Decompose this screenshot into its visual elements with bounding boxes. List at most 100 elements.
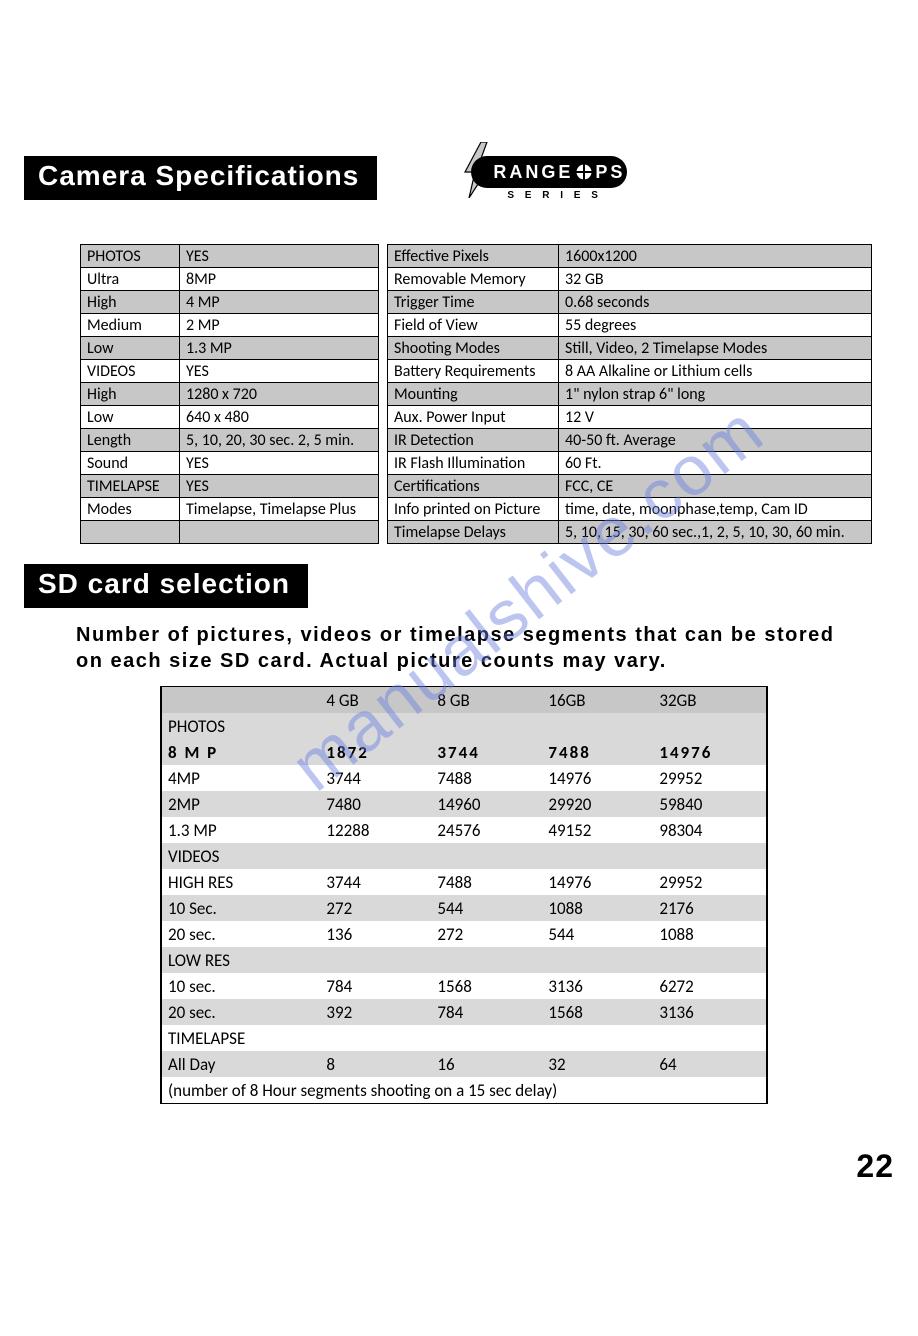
spec-value: time, date, moonphase,temp, Cam ID [559, 498, 872, 521]
table-row: CertificationsFCC, CE [388, 475, 872, 498]
cell: 2176 [653, 895, 767, 921]
cell [653, 843, 767, 869]
logo-series-text: S E R I E S [507, 190, 602, 201]
cell: 7488 [431, 765, 542, 791]
crosshair-icon [575, 163, 593, 181]
table-row: High1280 x 720 [81, 383, 379, 406]
cell: 784 [431, 999, 542, 1025]
cell [542, 947, 653, 973]
table-row: TIMELAPSEYES [81, 475, 379, 498]
table-row: 20 sec.1362725441088 [161, 921, 767, 947]
cell [431, 947, 542, 973]
cell: 14976 [653, 739, 767, 765]
spec-key: Ultra [81, 268, 180, 291]
spec-key: Info printed on Picture [388, 498, 559, 521]
spec-key: Medium [81, 314, 180, 337]
cell: 10 Sec. [161, 895, 320, 921]
cell: TIMELAPSE [161, 1025, 320, 1051]
table-row: VIDEOSYES [81, 360, 379, 383]
column-header: 4 GB [320, 687, 431, 714]
cell: 8 [320, 1051, 431, 1077]
footnote-cell: (number of 8 Hour segments shooting on a… [161, 1077, 767, 1104]
spec-key: Aux. Power Input [388, 406, 559, 429]
table-row: 1.3 MP12288245764915298304 [161, 817, 767, 843]
cell: 2MP [161, 791, 320, 817]
spec-key: Certifications [388, 475, 559, 498]
spec-value: 32 GB [559, 268, 872, 291]
table-row: Mounting1" nylon strap 6" long [388, 383, 872, 406]
cell: 3136 [653, 999, 767, 1025]
table-row: 2MP7480149602992059840 [161, 791, 767, 817]
spec-value: 5, 10, 20, 30 sec. 2, 5 min. [180, 429, 379, 452]
cell: 272 [431, 921, 542, 947]
cell [542, 713, 653, 739]
cell: 16 [431, 1051, 542, 1077]
table-row: Removable Memory32 GB [388, 268, 872, 291]
cell: 20 sec. [161, 999, 320, 1025]
table-row: Medium2 MP [81, 314, 379, 337]
spec-value: 8 AA Alkaline or Lithium cells [559, 360, 872, 383]
spec-value: 1.3 MP [180, 337, 379, 360]
cell: 14960 [431, 791, 542, 817]
table-row: Low640 x 480 [81, 406, 379, 429]
cell: 1088 [542, 895, 653, 921]
table-row: (number of 8 Hour segments shooting on a… [161, 1077, 767, 1104]
table-row: Trigger Time0.68 seconds [388, 291, 872, 314]
cell [542, 1025, 653, 1051]
table-row: Ultra8MP [81, 268, 379, 291]
cell: 1568 [431, 973, 542, 999]
spec-key: Low [81, 406, 180, 429]
spec-key: Sound [81, 452, 180, 475]
cell: 10 sec. [161, 973, 320, 999]
sd-card-table: 4 GB8 GB16GB32GBPHOTOS8 M P1872374474881… [160, 686, 768, 1104]
table-row: IR Flash Illumination60 Ft. [388, 452, 872, 475]
cell: All Day [161, 1051, 320, 1077]
cell: 272 [320, 895, 431, 921]
table-row: Low1.3 MP [81, 337, 379, 360]
camera-spec-tables: PHOTOSYESUltra8MPHigh4 MPMedium2 MPLow1.… [80, 244, 898, 544]
spec-value: 5, 10, 15, 30, 60 sec.,1, 2, 5, 10, 30, … [559, 521, 872, 544]
spec-key: Length [81, 429, 180, 452]
cell [653, 1025, 767, 1051]
cell: 3744 [320, 765, 431, 791]
cell [653, 947, 767, 973]
table-row: VIDEOS [161, 843, 767, 869]
cell: 544 [542, 921, 653, 947]
cell [320, 947, 431, 973]
spec-value: 60 Ft. [559, 452, 872, 475]
cell [320, 1025, 431, 1051]
spec-key: TIMELAPSE [81, 475, 180, 498]
spec-value: 640 x 480 [180, 406, 379, 429]
spec-value: Timelapse, Timelapse Plus [180, 498, 379, 521]
cell: 4MP [161, 765, 320, 791]
spec-value: 0.68 seconds [559, 291, 872, 314]
cell: 14976 [542, 765, 653, 791]
cell: LOW RES [161, 947, 320, 973]
cell [320, 713, 431, 739]
spec-value: YES [180, 452, 379, 475]
spec-key: Effective Pixels [388, 245, 559, 268]
table-row: IR Detection40-50 ft. Average [388, 429, 872, 452]
spec-value: YES [180, 245, 379, 268]
table-row: HIGH RES374474881497629952 [161, 869, 767, 895]
table-row: 10 sec.784156831366272 [161, 973, 767, 999]
cell: 8 M P [161, 739, 320, 765]
spec-key: High [81, 383, 180, 406]
cell: 20 sec. [161, 921, 320, 947]
section-title-sd-card: SD card selection [24, 564, 308, 608]
table-header-row: 4 GB8 GB16GB32GB [161, 687, 767, 714]
brand-logo: RANGE PS S E R I E S [447, 148, 637, 208]
spec-key: VIDEOS [81, 360, 180, 383]
spec-value: 12 V [559, 406, 872, 429]
cell: 29952 [653, 765, 767, 791]
spec-value: YES [180, 475, 379, 498]
table-row: TIMELAPSE [161, 1025, 767, 1051]
cell: 3744 [431, 739, 542, 765]
cell: 6272 [653, 973, 767, 999]
cell: 64 [653, 1051, 767, 1077]
spec-key: Field of View [388, 314, 559, 337]
table-row: ModesTimelapse, Timelapse Plus [81, 498, 379, 521]
spec-key: Low [81, 337, 180, 360]
cell: 784 [320, 973, 431, 999]
cell: 14976 [542, 869, 653, 895]
